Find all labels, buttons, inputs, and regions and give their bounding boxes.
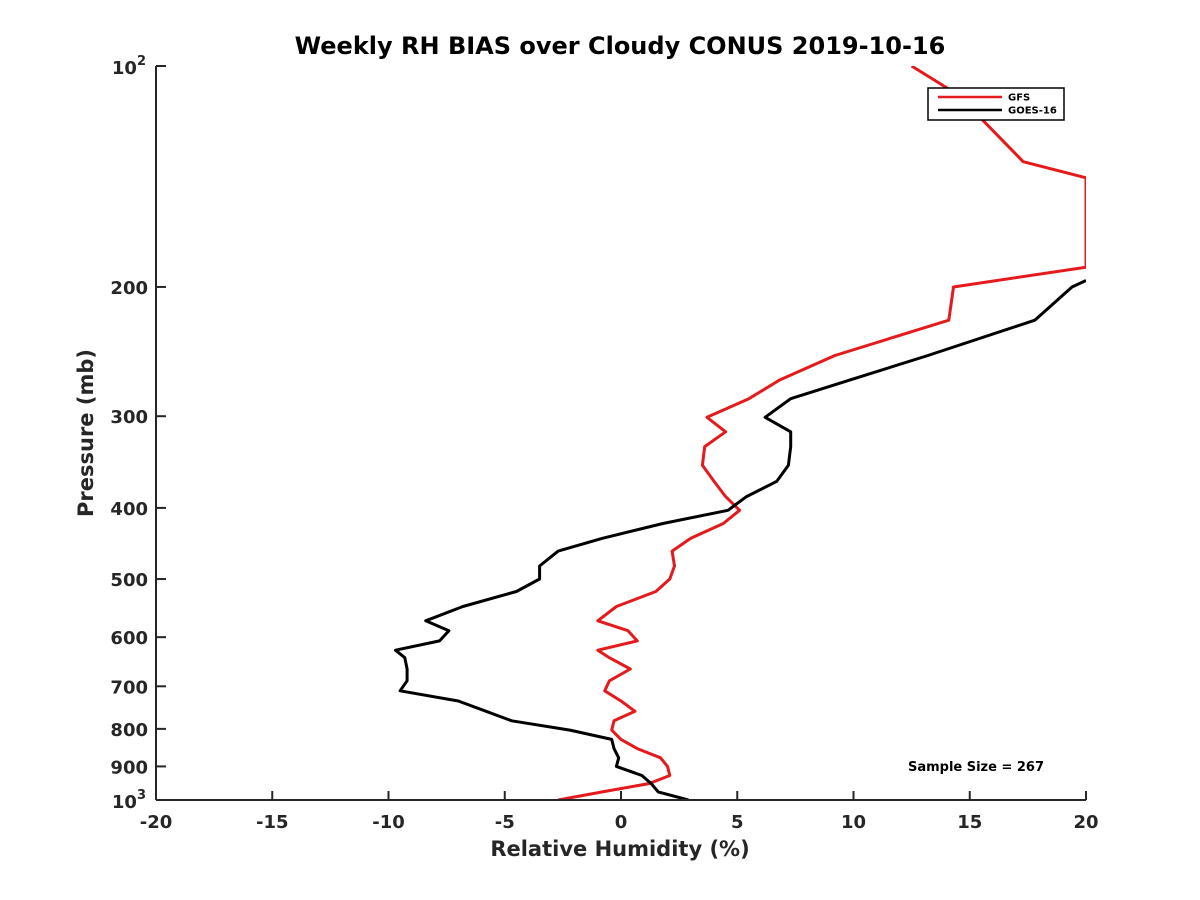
y-tick-label: 500 [110, 570, 148, 591]
x-tick-label: 10 [841, 812, 866, 833]
series-layer [394, 66, 1086, 800]
y-tick-label: 200 [110, 278, 148, 299]
axes-layer: -20 -15 -10 -5 0 5 10 15 20 200 300 400 500 600 700 800… [110, 54, 1098, 833]
legend: GFS GOES-16 [927, 87, 1065, 121]
x-tick-label: -15 [256, 812, 289, 833]
series-line-gfs [557, 66, 1086, 800]
x-tick-label: -20 [140, 812, 173, 833]
sample-size-annotation: Sample Size = 267 [908, 760, 1044, 775]
y-tick-label-pow: 102 [112, 54, 146, 79]
x-tick-label: -10 [372, 812, 405, 833]
y-tick-label: 600 [110, 628, 148, 649]
legend-box [927, 87, 1065, 121]
x-tick-label: 0 [615, 812, 628, 833]
x-tick-label: 5 [731, 812, 744, 833]
legend-label: GOES-16 [1008, 106, 1057, 117]
x-tick-label: 15 [957, 812, 982, 833]
x-tick-label: 20 [1073, 812, 1098, 833]
chart-title: Weekly RH BIAS over Cloudy CONUS 2019-10… [295, 32, 946, 60]
plot-area: -20 -15 -10 -5 0 5 10 15 20 200 300 400 500 600 700 800… [110, 54, 1098, 833]
x-axis-label: Relative Humidity (%) [490, 837, 749, 861]
y-tick-label-pow: 103 [112, 788, 146, 813]
y-axis-label: Pressure (mb) [74, 349, 98, 517]
x-tick-label: -5 [495, 812, 515, 833]
y-tick-label: 700 [110, 677, 148, 698]
legend-label: GFS [1008, 93, 1030, 104]
series-line-goes-16 [394, 279, 1086, 800]
y-tick-label: 400 [110, 499, 148, 520]
y-tick-label: 800 [110, 720, 148, 741]
y-tick-label: 300 [110, 407, 148, 428]
y-tick-label: 900 [110, 757, 148, 778]
